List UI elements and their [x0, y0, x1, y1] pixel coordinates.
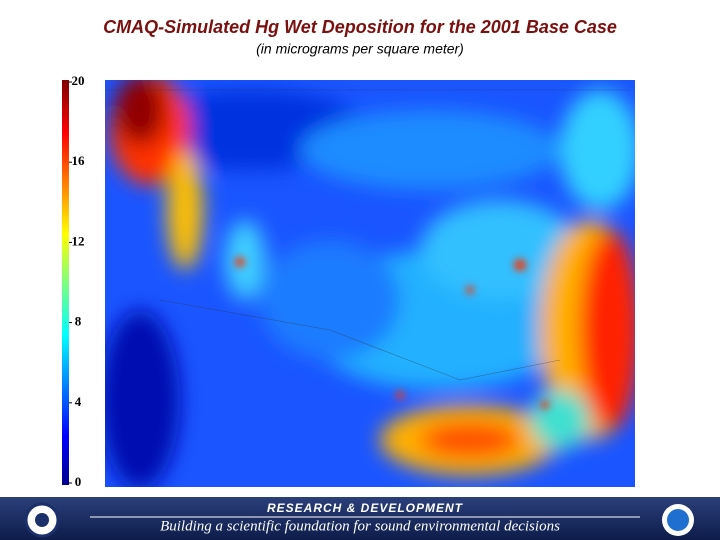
- tick-label: 16: [72, 153, 86, 168]
- colorbar: [62, 80, 69, 485]
- tagline: Building a scientific foundation for sou…: [160, 518, 560, 534]
- subtitle: (in micrograms per square meter): [256, 41, 464, 57]
- banner: RESEARCH & DEVELOPMENT: [267, 501, 464, 515]
- tick-label: 0: [75, 474, 82, 489]
- tick-label: 12: [72, 233, 85, 248]
- footer-band: [0, 497, 720, 540]
- epa-logo-center: [35, 513, 49, 527]
- tick-label: 8: [75, 314, 82, 329]
- noaa-logo-center: [667, 509, 689, 531]
- title: CMAQ-Simulated Hg Wet Deposition for the…: [103, 17, 617, 37]
- tick-label: 4: [75, 394, 82, 409]
- tick-label: 20: [72, 73, 85, 88]
- map: [105, 80, 635, 487]
